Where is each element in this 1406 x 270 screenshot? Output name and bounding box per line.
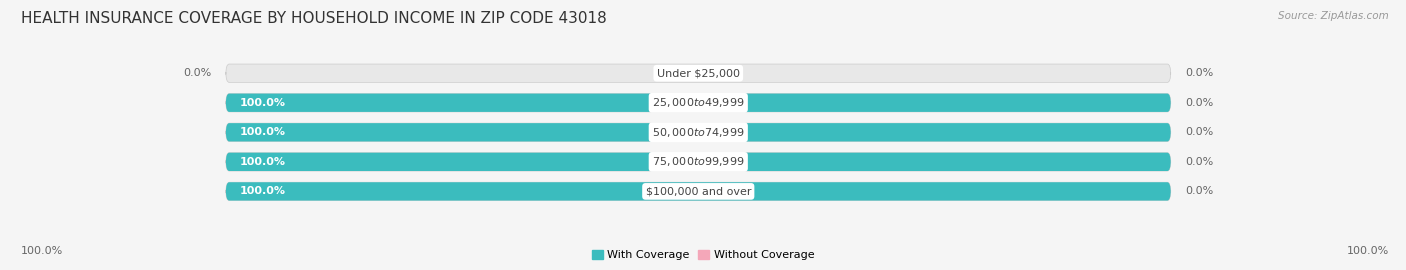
FancyBboxPatch shape <box>226 123 1171 141</box>
Text: 0.0%: 0.0% <box>1185 186 1213 196</box>
Text: Under $25,000: Under $25,000 <box>657 68 740 78</box>
FancyBboxPatch shape <box>226 123 1171 141</box>
Text: $25,000 to $49,999: $25,000 to $49,999 <box>652 96 745 109</box>
FancyBboxPatch shape <box>226 64 1171 82</box>
Text: 0.0%: 0.0% <box>183 68 212 78</box>
Text: 100.0%: 100.0% <box>240 157 285 167</box>
Text: 100.0%: 100.0% <box>240 186 285 196</box>
Text: 100.0%: 100.0% <box>240 127 285 137</box>
Text: Source: ZipAtlas.com: Source: ZipAtlas.com <box>1278 11 1389 21</box>
Text: 0.0%: 0.0% <box>1185 157 1213 167</box>
Text: 100.0%: 100.0% <box>1347 247 1389 256</box>
FancyBboxPatch shape <box>226 153 1171 171</box>
Text: $50,000 to $74,999: $50,000 to $74,999 <box>652 126 745 139</box>
Text: 0.0%: 0.0% <box>1185 98 1213 108</box>
Text: HEALTH INSURANCE COVERAGE BY HOUSEHOLD INCOME IN ZIP CODE 43018: HEALTH INSURANCE COVERAGE BY HOUSEHOLD I… <box>21 11 607 26</box>
FancyBboxPatch shape <box>226 94 1171 112</box>
Text: $75,000 to $99,999: $75,000 to $99,999 <box>652 155 745 168</box>
Text: 0.0%: 0.0% <box>1185 127 1213 137</box>
FancyBboxPatch shape <box>226 182 1171 201</box>
Legend: With Coverage, Without Coverage: With Coverage, Without Coverage <box>588 245 818 265</box>
Text: $100,000 and over: $100,000 and over <box>645 186 751 196</box>
Text: 100.0%: 100.0% <box>21 247 63 256</box>
FancyBboxPatch shape <box>226 153 1171 171</box>
FancyBboxPatch shape <box>226 94 1171 112</box>
FancyBboxPatch shape <box>226 182 1171 201</box>
Text: 0.0%: 0.0% <box>1185 68 1213 78</box>
Text: 100.0%: 100.0% <box>240 98 285 108</box>
